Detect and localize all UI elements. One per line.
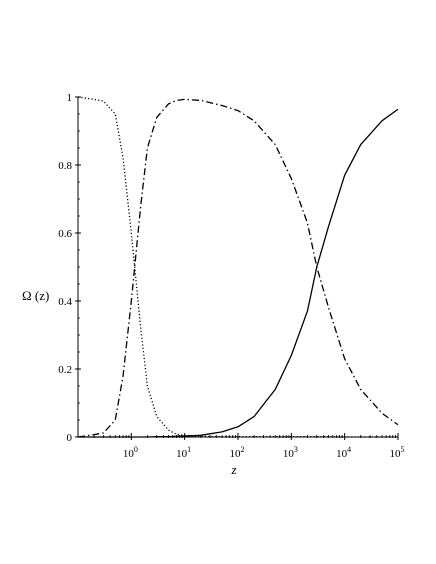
y-axis-label: Ω (z) <box>22 288 49 303</box>
y-tick-label-3: 0.6 <box>58 228 72 240</box>
y-tick-label-2: 0.4 <box>58 296 72 308</box>
x-tick-label-5: 105 <box>390 445 405 460</box>
y-tick-label-1: 0.2 <box>58 364 72 376</box>
axes: 0 0.2 0.4 0.6 0.8 1 100 101 102 103 104 105 <box>58 92 404 460</box>
x-tick-label-0: 100 <box>123 445 138 460</box>
series-line-dotted <box>77 96 398 438</box>
series-line-solid <box>78 108 399 438</box>
y-tick-label-4: 0.8 <box>58 160 72 172</box>
x-tick-label-2: 102 <box>230 445 245 460</box>
x-tick-label-4: 104 <box>336 445 351 460</box>
x-tick-label-1: 101 <box>176 445 191 460</box>
series-line-dashdot <box>77 98 399 438</box>
axis-labels: Ω (z) z <box>22 288 237 477</box>
x-tick-label-3: 103 <box>283 445 298 460</box>
y-tick-label-5: 1 <box>67 92 73 104</box>
series-layer <box>77 96 399 438</box>
x-axis-label: z <box>230 462 236 477</box>
y-tick-label-0: 0 <box>67 432 73 444</box>
